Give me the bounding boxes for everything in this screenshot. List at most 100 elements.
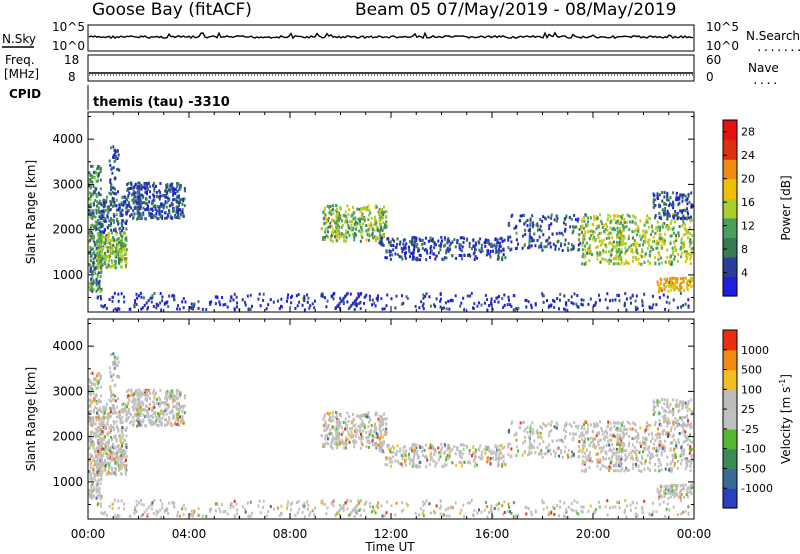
- power-cell: [183, 189, 186, 193]
- power-cell: [567, 248, 570, 252]
- power-cell: [691, 251, 694, 255]
- velocity-cell: [122, 454, 125, 458]
- power-cell: [335, 223, 338, 227]
- power-cell: [120, 260, 122, 264]
- cpid-panel: CPID themis (tau) -3310: [9, 85, 230, 110]
- power-cell: [559, 298, 561, 302]
- power-cell: [561, 249, 564, 252]
- velocity-cell: [138, 400, 141, 404]
- velocity-cell: [681, 431, 684, 435]
- power-cell: [671, 260, 673, 264]
- power-cell: [581, 226, 583, 230]
- power-cell: [101, 230, 104, 234]
- velocity-cell: [118, 447, 121, 451]
- power-cell: [113, 191, 116, 195]
- power-cell: [646, 247, 649, 250]
- power-cell: [484, 240, 487, 244]
- power-cell: [370, 223, 373, 227]
- velocity-cell: [173, 395, 176, 399]
- velocity-cell: [174, 394, 177, 398]
- power-cell: [89, 223, 92, 227]
- power-cell: [681, 209, 684, 213]
- power-cell: [294, 307, 297, 310]
- power-cell: [576, 294, 579, 297]
- velocity-cell: [371, 434, 374, 438]
- velocity-cell: [92, 468, 95, 472]
- velocity-cell: [154, 422, 157, 426]
- power-cell: [641, 300, 644, 304]
- power-cell: [661, 199, 664, 203]
- power-cell: [114, 239, 117, 243]
- power-cell: [92, 287, 95, 291]
- power-cell: [109, 217, 112, 221]
- power-cell: [350, 214, 353, 218]
- power-cell: [128, 205, 131, 209]
- velocity-cell: [115, 439, 118, 443]
- velocity-cell: [102, 420, 105, 424]
- power-cell: [383, 307, 386, 311]
- velocity-cell: [116, 451, 118, 455]
- velocity-cell: [373, 425, 376, 429]
- velocity-cell: [411, 458, 414, 462]
- power-cell: [134, 301, 137, 304]
- velocity-cell: [524, 435, 527, 439]
- power-cell: [89, 249, 92, 253]
- power-cell: [134, 205, 137, 209]
- velocity-cell: [378, 419, 381, 423]
- power-cell: [371, 303, 373, 307]
- velocity-cell: [550, 420, 553, 424]
- power-cell: [376, 296, 379, 300]
- power-cell: [98, 253, 101, 256]
- power-cell: [182, 306, 185, 310]
- power-cell: [587, 230, 590, 234]
- power-cell: [125, 210, 127, 214]
- velocity-cell: [458, 450, 461, 453]
- power-cell: [652, 202, 655, 205]
- power-cell: [100, 256, 103, 260]
- power-cell: [88, 184, 90, 188]
- velocity-cell: [342, 420, 345, 424]
- power-cell: [534, 244, 537, 248]
- power-cell: [546, 238, 549, 242]
- velocity-cell: [100, 472, 103, 476]
- power-cell: [89, 173, 92, 177]
- power-cell: [101, 250, 103, 254]
- velocity-cell: [181, 420, 184, 424]
- power-cell: [495, 296, 498, 300]
- power-cell: [99, 249, 102, 253]
- power-cell: [120, 211, 123, 215]
- power-cell: [322, 210, 325, 214]
- power-cell: [385, 220, 388, 224]
- velocity-cell: [92, 494, 95, 498]
- power-cell: [109, 254, 111, 258]
- velocity-cell: [645, 438, 648, 442]
- power-cell: [668, 214, 671, 218]
- velocity-cell: [96, 447, 98, 451]
- velocity-cell: [329, 412, 332, 415]
- velocity-cell: [110, 429, 113, 432]
- velocity-cell: [574, 425, 577, 428]
- velocity-cell: [378, 437, 381, 441]
- power-cell: [106, 235, 109, 239]
- velocity-cell: [651, 433, 654, 437]
- power-cell: [356, 221, 359, 225]
- velocity-cell: [91, 430, 94, 434]
- power-cell: [573, 292, 576, 296]
- power-cell: [89, 197, 92, 201]
- nsearch-label: N.Search: [746, 29, 800, 43]
- velocity-cell: [532, 430, 535, 434]
- power-cell: [353, 211, 356, 215]
- power-cell: [338, 225, 340, 229]
- power-cell: [157, 304, 160, 307]
- velocity-cell: [556, 423, 559, 427]
- power-cell: [459, 304, 462, 308]
- power-cell: [140, 201, 143, 205]
- power-cell: [331, 204, 334, 208]
- velocity-cell: [540, 449, 543, 453]
- power-cell: [182, 197, 185, 201]
- power-cell: [197, 300, 200, 304]
- power-cell: [544, 217, 547, 221]
- power-cell: [684, 208, 687, 212]
- power-cell: [105, 234, 108, 238]
- power-cell: [114, 187, 116, 191]
